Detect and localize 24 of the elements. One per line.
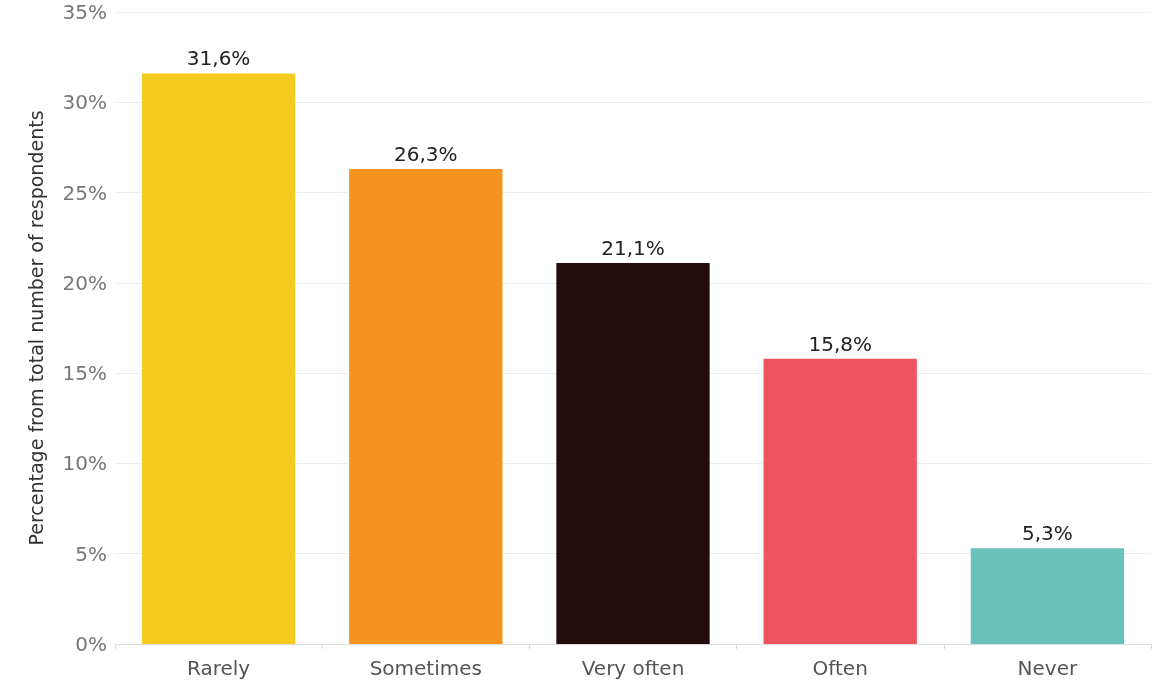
x-tick-label: Never	[1017, 656, 1078, 680]
x-tick-label: Often	[812, 656, 868, 680]
data-label: 21,1%	[601, 235, 665, 260]
y-tick-label: 25%	[62, 180, 107, 205]
y-tick-label: 5%	[75, 541, 107, 566]
y-tick-label: 0%	[75, 632, 107, 656]
data-label: 26,3%	[394, 142, 458, 167]
bar	[556, 262, 710, 644]
x-tick-label: Rarely	[187, 656, 251, 680]
y-tick-label: 30%	[62, 90, 107, 115]
x-tick-label: Sometimes	[369, 656, 482, 680]
y-tick-label: 10%	[62, 451, 107, 476]
data-label: 5,3%	[1021, 521, 1073, 546]
bar	[349, 169, 503, 644]
x-tick-label: Very often	[581, 656, 685, 680]
y-tick-label: 35%	[62, 0, 107, 24]
data-label: 31,6%	[186, 46, 251, 71]
bar	[141, 73, 296, 644]
y-tick-label: 20%	[62, 270, 107, 295]
bar	[970, 548, 1125, 644]
y-axis-title: Percentage from total number of respondents	[24, 110, 47, 546]
data-label: 15,8%	[808, 331, 872, 356]
bar	[763, 358, 917, 644]
y-tick-label: 15%	[62, 361, 107, 386]
